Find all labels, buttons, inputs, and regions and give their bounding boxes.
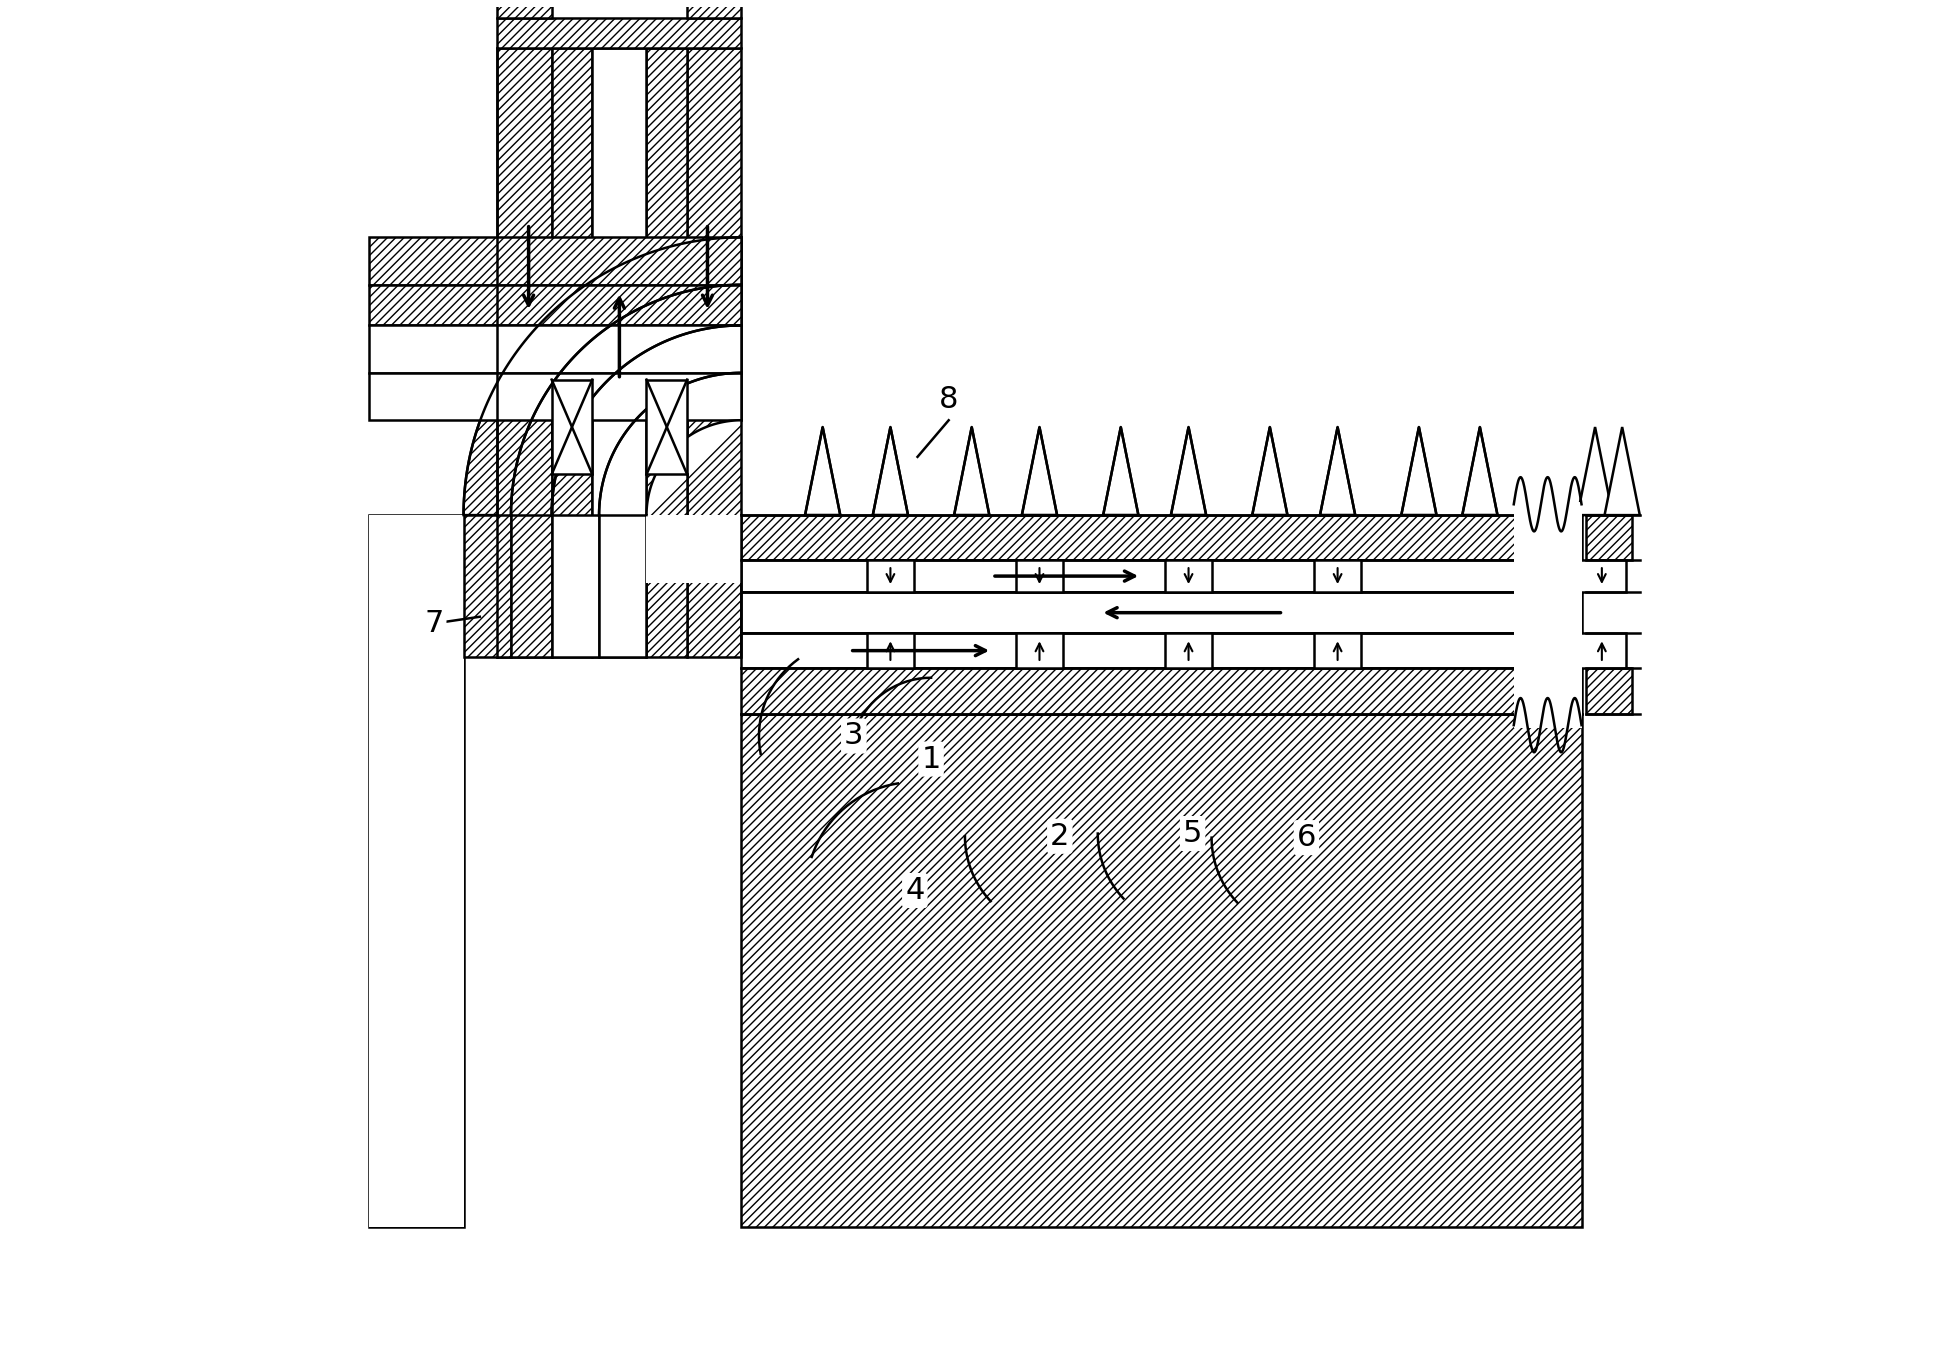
Bar xyxy=(1164,560,1211,593)
Bar xyxy=(599,515,646,657)
Bar xyxy=(1577,632,1626,668)
Bar xyxy=(1016,632,1063,668)
Bar xyxy=(1585,668,1632,715)
Bar xyxy=(464,515,511,657)
Polygon shape xyxy=(1104,427,1139,515)
Bar xyxy=(742,515,1581,560)
Text: 5: 5 xyxy=(1182,819,1202,847)
Polygon shape xyxy=(1515,501,1581,728)
Bar xyxy=(552,515,599,657)
Polygon shape xyxy=(955,427,990,515)
Text: 1: 1 xyxy=(922,745,941,773)
Text: 7: 7 xyxy=(425,609,444,638)
Bar xyxy=(1313,632,1362,668)
Polygon shape xyxy=(1170,427,1206,515)
Text: 2: 2 xyxy=(1051,821,1069,850)
Bar xyxy=(646,48,687,657)
Polygon shape xyxy=(1319,427,1354,515)
Bar xyxy=(867,560,914,593)
Polygon shape xyxy=(1022,427,1057,515)
Bar xyxy=(368,285,742,326)
Polygon shape xyxy=(1577,427,1613,515)
Bar xyxy=(1585,515,1632,560)
Bar xyxy=(646,379,687,475)
Text: 4: 4 xyxy=(906,876,924,905)
Polygon shape xyxy=(646,420,742,515)
Bar xyxy=(368,372,742,420)
Bar xyxy=(742,560,1581,593)
Polygon shape xyxy=(599,372,742,515)
Bar xyxy=(368,326,742,372)
Bar xyxy=(497,0,552,18)
Polygon shape xyxy=(1605,427,1640,515)
Bar xyxy=(552,379,593,475)
Bar xyxy=(497,48,552,657)
Polygon shape xyxy=(511,285,742,515)
Polygon shape xyxy=(646,515,742,583)
Bar xyxy=(593,48,646,657)
Bar xyxy=(742,715,1581,1227)
Polygon shape xyxy=(1401,427,1436,515)
Bar xyxy=(368,515,464,1227)
Text: 8: 8 xyxy=(939,386,959,415)
Bar xyxy=(1016,560,1063,593)
Bar xyxy=(1313,560,1362,593)
Bar xyxy=(497,18,742,48)
Bar xyxy=(742,593,1581,632)
Bar xyxy=(511,515,552,657)
Polygon shape xyxy=(873,427,908,515)
Bar xyxy=(742,668,1581,715)
Polygon shape xyxy=(552,326,742,515)
Text: 6: 6 xyxy=(1297,823,1317,852)
Polygon shape xyxy=(1462,427,1497,515)
Polygon shape xyxy=(1252,427,1288,515)
Text: 3: 3 xyxy=(843,721,863,750)
Bar xyxy=(368,237,742,285)
Bar xyxy=(1577,560,1626,593)
Bar xyxy=(742,632,1581,668)
Bar xyxy=(687,0,742,18)
Polygon shape xyxy=(804,427,840,515)
Polygon shape xyxy=(464,237,742,515)
Polygon shape xyxy=(368,515,464,1227)
Bar xyxy=(1164,632,1211,668)
Bar xyxy=(867,632,914,668)
Bar xyxy=(687,48,742,657)
Bar xyxy=(552,48,593,657)
